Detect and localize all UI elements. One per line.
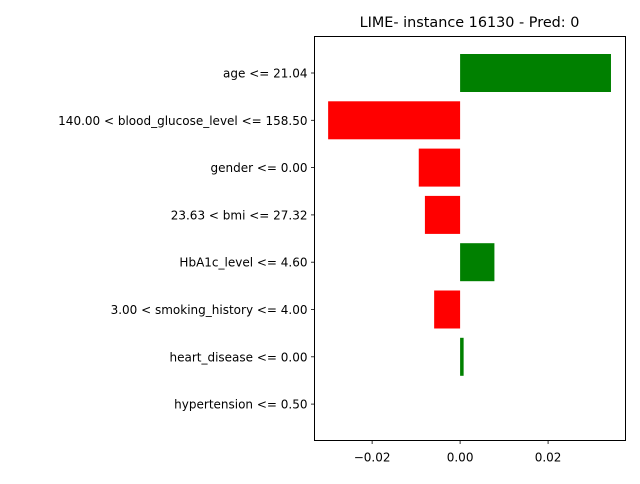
- y-tick-label: HbA1c_level <= 4.60: [179, 256, 307, 270]
- bar: [328, 101, 461, 140]
- bar: [418, 148, 461, 187]
- y-tick-label: hypertension <= 0.50: [174, 398, 307, 412]
- x-tick-label: −0.02: [354, 451, 391, 465]
- bar: [460, 243, 495, 282]
- y-tick-label: 3.00 < smoking_history <= 4.00: [111, 303, 308, 317]
- plot-area-frame: [314, 36, 626, 441]
- y-tick-label: age <= 21.04: [223, 67, 307, 81]
- bar: [434, 290, 461, 329]
- bar: [460, 337, 464, 376]
- bar: [424, 195, 461, 234]
- bar: [460, 54, 611, 92]
- chart-title: LIME- instance 16130 - Pred: 0: [360, 15, 580, 31]
- x-tick-label: 0.02: [535, 451, 562, 465]
- y-tick-label: gender <= 0.00: [211, 161, 308, 175]
- y-tick-label: heart_disease <= 0.00: [169, 350, 307, 364]
- y-tick-label: 140.00 < blood_glucose_level <= 158.50: [58, 114, 307, 128]
- x-tick-label: 0.00: [447, 451, 474, 465]
- y-tick-label: 23.63 < bmi <= 27.32: [171, 208, 308, 222]
